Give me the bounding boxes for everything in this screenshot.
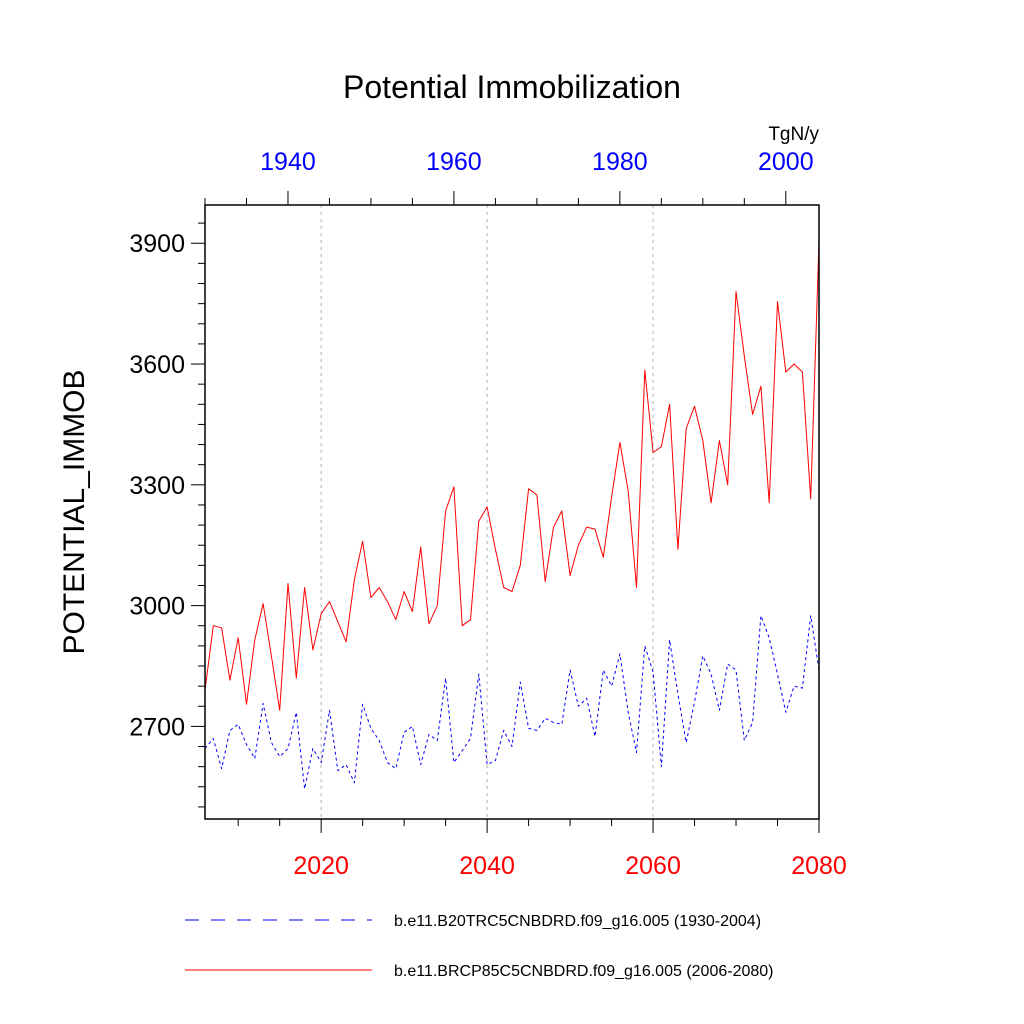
y-tick-label: 2700 <box>129 713 185 741</box>
y-tick-label: 3600 <box>129 351 185 379</box>
chart-title: Potential Immobilization <box>343 69 681 105</box>
y-axis-label: POTENTIAL_IMMOB <box>58 369 91 654</box>
legend-label-historical: b.e11.B20TRC5CNBDRD.f09_g16.005 (1930-20… <box>394 913 761 930</box>
units-label: TgN/y <box>768 124 819 145</box>
y-tick-label: 3900 <box>129 230 185 258</box>
x-top-tick-label: 1940 <box>260 148 316 176</box>
x-bottom-tick-label: 2080 <box>791 852 847 880</box>
plot-frame <box>204 204 820 820</box>
y-tick-label: 3300 <box>129 472 185 500</box>
grid-lines <box>320 205 654 819</box>
legend: b.e11.B20TRC5CNBDRD.f09_g16.005 (1930-20… <box>185 913 773 980</box>
series-line-rcp85 <box>204 241 820 711</box>
y-tick-label: 3000 <box>129 593 185 621</box>
tick-labels: 2700 3000 3300 3600 3900 2020 2040 2060 2080 1940… <box>129 148 846 880</box>
x-bottom-tick-label: 2060 <box>625 852 681 880</box>
legend-label-rcp85: b.e11.BRCP85C5CNBDRD.f09_g16.005 (2006-2… <box>394 963 773 980</box>
x-bottom-tick-label: 2020 <box>293 852 349 880</box>
axis-ticks <box>191 191 820 833</box>
x-top-tick-label: 2000 <box>758 148 814 176</box>
x-top-tick-label: 1980 <box>592 148 648 176</box>
data-series <box>204 241 820 790</box>
series-line-historical <box>204 615 820 790</box>
x-top-tick-label: 1960 <box>426 148 482 176</box>
x-bottom-tick-label: 2040 <box>459 852 515 880</box>
